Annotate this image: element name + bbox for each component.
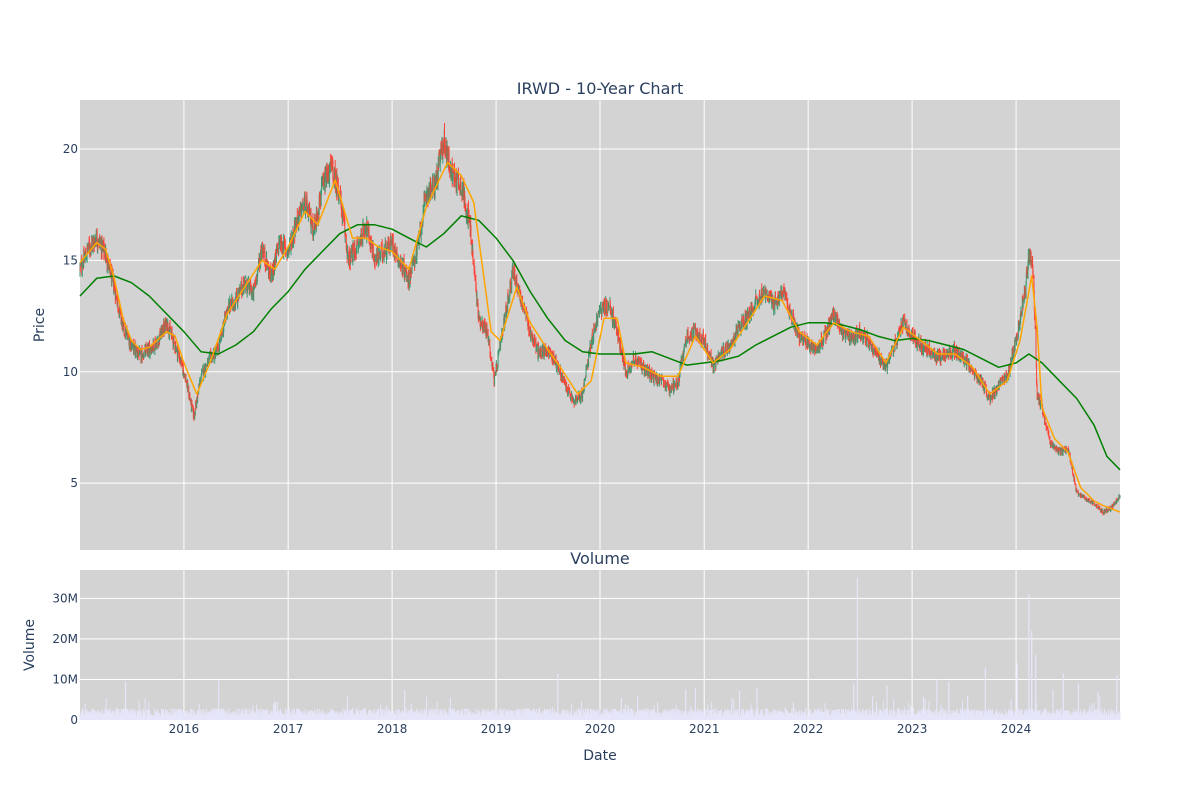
price-y-tick-label: 20 — [63, 142, 78, 156]
price-y-ticks: 5 10 15 20 — [63, 142, 78, 490]
price-y-tick-label: 10 — [63, 365, 78, 379]
price-y-tick-label: 5 — [70, 476, 78, 490]
short-moving-average-line — [79, 161, 1121, 513]
price-y-tick-label: 15 — [63, 253, 78, 267]
volume-bars — [79, 578, 1121, 720]
price-moving-averages — [79, 161, 1121, 513]
long-moving-average-line — [79, 215, 1121, 471]
price-gridlines — [80, 100, 1120, 550]
price-candles — [79, 122, 1121, 516]
